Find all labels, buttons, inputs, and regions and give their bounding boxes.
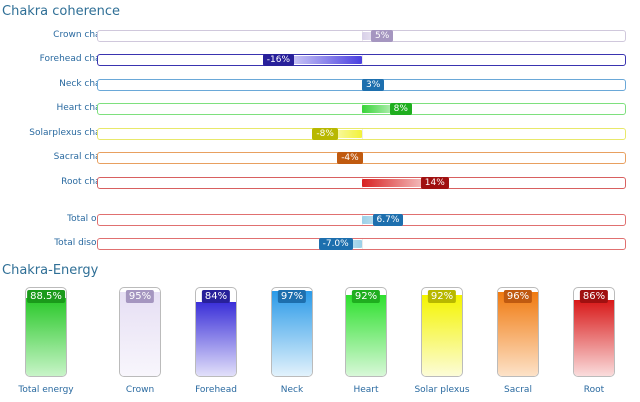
- energy-value-badge: 86%: [579, 290, 609, 303]
- energy-value-badge: 96%: [503, 290, 533, 303]
- center-line: [362, 55, 363, 65]
- energy-fill: [196, 302, 236, 376]
- row-label: Crown chakra: [53, 30, 115, 40]
- energy-column: 95%: [119, 287, 161, 377]
- energy-value-badge: 84%: [201, 290, 231, 303]
- row-label: Total order: [67, 214, 115, 224]
- energy-column-label: Solar plexus: [414, 385, 470, 395]
- coherence-value-badge: 5%: [371, 30, 394, 42]
- coherence-bar: -8%: [97, 128, 626, 140]
- energy-fill: [346, 295, 386, 376]
- row-label: Solarplexus chakra: [29, 128, 115, 138]
- energy-fill: [498, 291, 538, 376]
- coherence-value-badge: 6.7%: [372, 214, 404, 226]
- energy-column-label: Root: [583, 385, 605, 395]
- coherence-value-badge: 8%: [389, 103, 412, 115]
- coherence-value-badge: 3%: [362, 79, 385, 91]
- row-label: Total disorder: [54, 238, 115, 248]
- coherence-bar: 14%: [97, 177, 626, 189]
- coherence-fill: [262, 56, 362, 64]
- energy-value-badge: 95%: [125, 290, 155, 303]
- coherence-fill: [362, 179, 449, 187]
- energy-column-label: Sacral: [504, 385, 532, 395]
- row-label: Root chakra: [61, 177, 115, 187]
- energy-column: 88.5%: [25, 287, 67, 377]
- row-label: Sacral chakra: [53, 152, 115, 162]
- energy-column-label: Heart: [353, 385, 379, 395]
- energy-column: 86%: [573, 287, 615, 377]
- coherence-bar: -4%: [97, 152, 626, 164]
- center-line: [362, 239, 363, 249]
- coherence-value-badge: -8%: [312, 128, 338, 140]
- energy-value-badge: 92%: [427, 290, 457, 303]
- energy-column-label: Forehead: [195, 385, 237, 395]
- coherence-title: Chakra coherence: [2, 4, 121, 19]
- energy-column-label: Total energy: [18, 385, 74, 395]
- coherence-bar: 5%: [97, 30, 626, 42]
- energy-column: 96%: [497, 287, 539, 377]
- energy-column-label: Crown: [125, 385, 155, 395]
- energy-value-badge: 92%: [351, 290, 381, 303]
- energy-column: 84%: [195, 287, 237, 377]
- energy-column: 92%: [345, 287, 387, 377]
- coherence-bar: -7.0%: [97, 238, 626, 250]
- energy-value-badge: 88.5%: [27, 290, 65, 303]
- coherence-fill: [362, 105, 412, 113]
- coherence-bar: 8%: [97, 103, 626, 115]
- energy-fill: [422, 295, 462, 376]
- energy-fill: [272, 290, 312, 376]
- energy-value-badge: 97%: [277, 290, 307, 303]
- energy-fill: [120, 292, 160, 376]
- coherence-bar: 3%: [97, 79, 626, 91]
- coherence-bar: -16%: [97, 54, 626, 66]
- row-label: Forehead chakra: [39, 54, 115, 64]
- coherence-value-badge: -7.0%: [318, 238, 353, 250]
- energy-column: 92%: [421, 287, 463, 377]
- energy-title: Chakra-Energy: [2, 263, 99, 278]
- coherence-value-badge: 14%: [420, 177, 449, 189]
- row-label: Neck chakra: [59, 79, 115, 89]
- energy-column: 97%: [271, 287, 313, 377]
- coherence-bar: 6.7%: [97, 214, 626, 226]
- row-label: Heart chakra: [56, 103, 115, 113]
- coherence-value-badge: -16%: [262, 54, 295, 66]
- energy-fill: [574, 300, 614, 376]
- energy-fill: [26, 298, 66, 376]
- coherence-value-badge: -4%: [337, 152, 363, 164]
- center-line: [362, 129, 363, 139]
- energy-column-label: Neck: [280, 385, 304, 395]
